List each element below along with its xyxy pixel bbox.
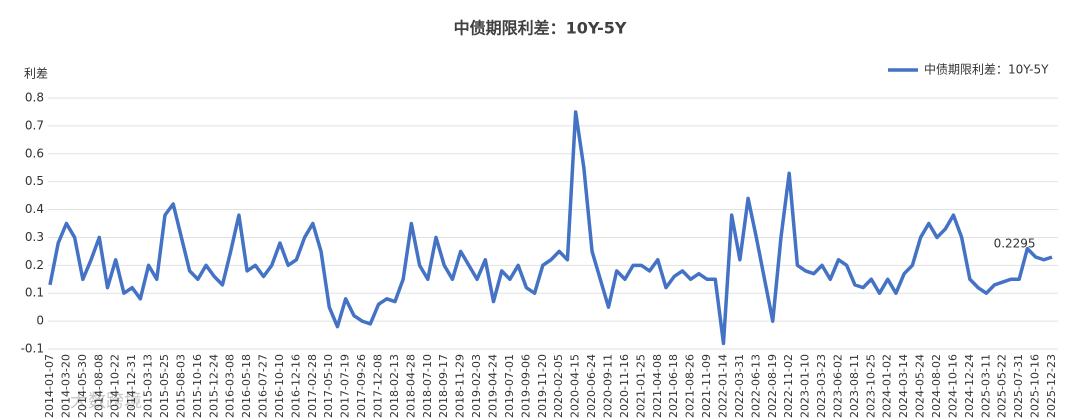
x-tick-label: 2016-05-18 [240, 354, 253, 418]
x-tick-label: 2018-02-13 [388, 354, 401, 418]
x-tick-label: 2023-01-10 [799, 354, 812, 418]
watermark: 大数跨境 [70, 391, 142, 412]
x-tick-label: 2018-11-29 [454, 354, 467, 418]
x-tick-label: 2023-06-02 [831, 354, 844, 418]
y-tick-label: 0.8 [25, 91, 44, 105]
x-tick-label: 2020-04-15 [569, 354, 582, 418]
x-tick-label: 2025-07-31 [1012, 354, 1025, 418]
x-tick-label: 2023-08-11 [848, 354, 861, 418]
x-tick-label: 2017-02-28 [306, 354, 319, 418]
x-tick-label: 2022-08-19 [766, 354, 779, 418]
y-tick-label: 0.7 [25, 118, 44, 132]
x-tick-label: 2016-03-08 [224, 354, 237, 418]
x-tick-label: 2025-12-23 [1045, 354, 1058, 418]
y-tick-label: 0.3 [25, 230, 44, 244]
x-tick-label: 2017-05-10 [322, 354, 335, 418]
x-tick-label: 2019-04-24 [487, 354, 500, 418]
x-tick-label: 2024-01-02 [881, 354, 894, 418]
x-tick-label: 2014-03-20 [59, 354, 72, 418]
x-tick-label: 2018-07-10 [421, 354, 434, 418]
chart-title: 中债期限利差：10Y-5Y [454, 19, 627, 38]
x-tick-label: 2014-05-30 [76, 354, 89, 418]
x-tick-label: 2015-03-13 [142, 354, 155, 418]
x-tick-label: 2014-12-31 [125, 354, 138, 418]
x-tick-label: 2024-12-24 [963, 354, 976, 418]
x-tick-label: 2017-09-26 [355, 354, 368, 418]
x-tick-label: 2025-10-16 [1029, 354, 1042, 418]
x-tick-label: 2018-04-28 [404, 354, 417, 418]
x-tick-label: 2022-01-14 [716, 354, 729, 418]
x-tick-label: 2020-02-05 [552, 354, 565, 418]
series-line [48, 110, 1053, 346]
x-tick-label: 2015-08-03 [174, 354, 187, 418]
x-tick-label: 2021-04-08 [651, 354, 664, 418]
x-tick-label: 2020-09-11 [601, 354, 614, 418]
x-tick-label: 2016-07-27 [257, 354, 270, 418]
y-tick-label: 0.6 [25, 146, 44, 160]
x-tick-label: 2024-08-02 [930, 354, 943, 418]
x-tick-label: 2017-12-08 [372, 354, 385, 418]
x-tick-label: 2022-06-13 [749, 354, 762, 418]
x-tick-label: 2018-09-17 [437, 354, 450, 418]
y-axis-label: 利差 [24, 67, 48, 81]
x-tick-label: 2015-05-25 [158, 354, 171, 418]
x-tick-label: 2019-09-06 [519, 354, 532, 418]
x-tick-label: 2021-11-09 [700, 354, 713, 418]
x-tick-label: 2022-03-31 [733, 354, 746, 418]
x-tick-label: 2022-11-02 [782, 354, 795, 418]
x-tick-label: 2023-10-25 [864, 354, 877, 418]
y-tick-label: 0 [36, 314, 44, 328]
x-tick-label: 2020-06-24 [585, 354, 598, 418]
x-tick-label: 2025-05-22 [996, 354, 1009, 418]
y-tick-label: -0.1 [21, 342, 44, 356]
x-tick-label: 2023-03-23 [815, 354, 828, 418]
x-tick-label: 2016-12-16 [289, 354, 302, 418]
x-tick-label: 2024-03-14 [897, 354, 910, 418]
x-tick-label: 2014-01-07 [43, 354, 56, 418]
x-tick-label: 2020-11-16 [618, 354, 631, 418]
x-tick-label: 2015-12-24 [207, 354, 220, 418]
x-tick-label: 2021-08-26 [684, 354, 697, 418]
x-tick-label: 2019-07-01 [503, 354, 516, 418]
x-tick-label: 2021-01-25 [634, 354, 647, 418]
x-tick-label: 2019-11-20 [536, 354, 549, 418]
x-tick-label: 2024-05-24 [914, 354, 927, 418]
x-tick-label: 2024-10-16 [946, 354, 959, 418]
legend-label: 中债期限利差：10Y-5Y [924, 62, 1049, 77]
x-tick-label: 2015-10-16 [191, 354, 204, 418]
x-tick-label: 2025-03-11 [979, 354, 992, 418]
y-tick-label: 0.1 [25, 286, 44, 300]
x-tick-label: 2021-06-18 [667, 354, 680, 418]
y-tick-label: 0.4 [25, 202, 44, 216]
x-tick-label: 2014-08-08 [92, 354, 105, 418]
x-tick-label: 2014-10-22 [109, 354, 122, 418]
x-tick-label: 2016-10-10 [273, 354, 286, 418]
y-tick-label: 0.5 [25, 174, 44, 188]
x-tick-label: 2017-07-19 [339, 354, 352, 418]
value-label: 0.2295 [994, 236, 1036, 250]
y-tick-label: 0.2 [25, 258, 44, 272]
x-tick-label: 2019-02-03 [470, 354, 483, 418]
